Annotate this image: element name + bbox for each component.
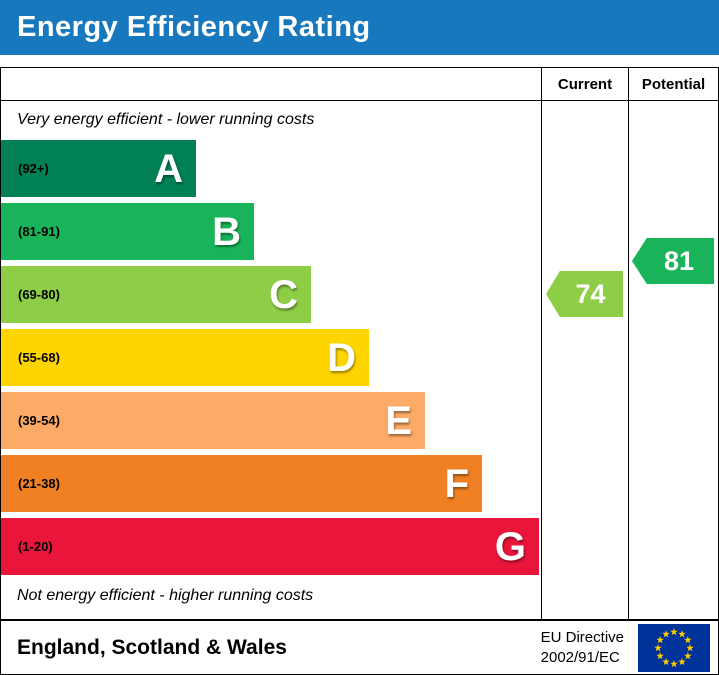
band-b: (81-91) B [1, 203, 254, 260]
band-b-letter: B [212, 209, 241, 254]
region-label: England, Scotland & Wales [17, 635, 287, 659]
band-c: (69-80) C [1, 266, 311, 323]
band-g-letter: G [494, 524, 526, 569]
current-column-divider [541, 101, 542, 619]
band-g-range: (1-20) [18, 539, 53, 554]
potential-column-divider [628, 101, 629, 619]
current-column-header: Current [541, 68, 628, 100]
band-d-letter: D [327, 335, 356, 380]
band-f-letter: F [444, 461, 469, 506]
band-f-range: (21-38) [18, 476, 60, 491]
current-rating-arrow: 74 [546, 271, 623, 317]
band-e: (39-54) E [1, 392, 425, 449]
band-d-range: (55-68) [18, 350, 60, 365]
page-title: Energy Efficiency Rating [17, 11, 371, 43]
rating-chart: Current Potential Very energy efficient … [0, 67, 719, 620]
eu-directive-text: EU Directive 2002/91/EC [541, 628, 624, 667]
chart-body: Very energy efficient - lower running co… [1, 101, 718, 619]
potential-rating-arrow: 81 [632, 238, 714, 284]
band-c-range: (69-80) [18, 287, 60, 302]
current-rating-value: 74 [575, 278, 606, 309]
title-bar: Energy Efficiency Rating [0, 0, 719, 55]
band-a-range: (92+) [18, 161, 49, 176]
top-note: Very energy efficient - lower running co… [17, 111, 315, 128]
band-a: (92+) A [1, 140, 196, 197]
potential-rating-value: 81 [663, 245, 695, 276]
band-g: (1-20) G [1, 518, 539, 575]
chart-header-row: Current Potential [1, 68, 718, 101]
band-a-letter: A [154, 146, 183, 191]
band-e-range: (39-54) [18, 413, 60, 428]
band-d: (55-68) D [1, 329, 369, 386]
bottom-note: Not energy efficient - higher running co… [17, 587, 314, 604]
footer-row: England, Scotland & Wales EU Directive 2… [0, 620, 719, 675]
band-b-range: (81-91) [18, 224, 60, 239]
potential-column-header: Potential [628, 68, 718, 100]
eu-directive-line1: EU Directive [540, 629, 624, 646]
eu-directive-line2: 2002/91/EC [540, 648, 620, 666]
band-f: (21-38) F [1, 455, 482, 512]
band-c-letter: C [269, 272, 298, 317]
eu-flag-icon [638, 623, 710, 672]
band-e-letter: E [385, 398, 412, 443]
